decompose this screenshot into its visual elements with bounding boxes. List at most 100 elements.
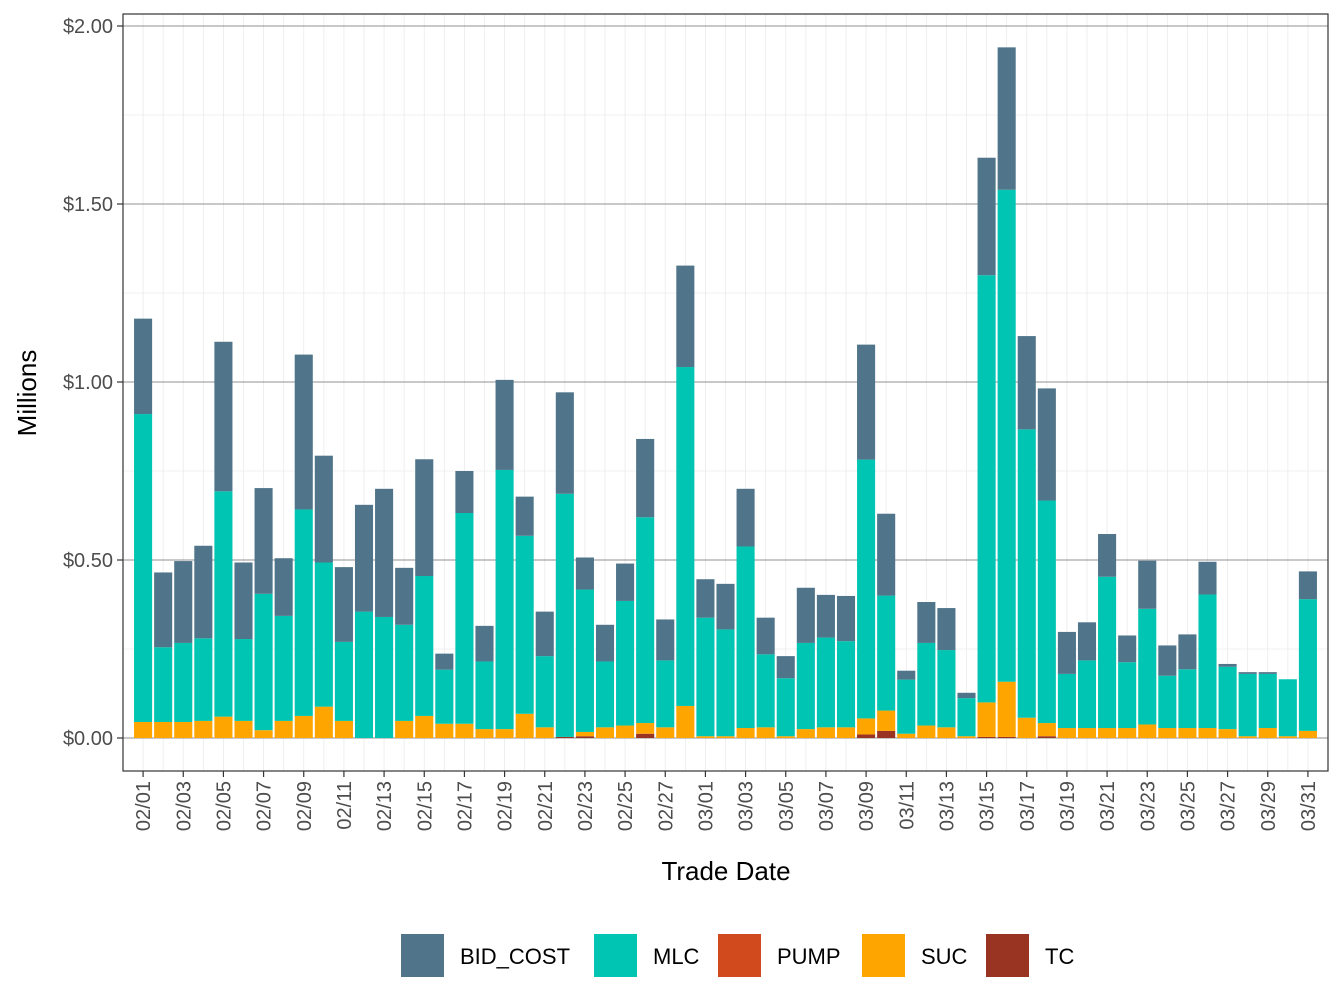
bar-suc-02-20 [515,713,534,738]
bar-suc-03-14 [957,736,976,738]
bar-suc-03-17 [1017,717,1036,738]
bar-suc-03-27 [1218,729,1237,738]
legend-key-mlc [594,934,637,977]
bar-mlc-02-26 [636,517,655,724]
y-tick-label: $1.50 [63,194,113,216]
bar-mlc-03-04 [756,654,775,728]
legend-label-tc: TC [1045,944,1074,969]
bar-mlc-03-01 [696,617,715,737]
y-axis: $0.00 $0.50 $1.00 $1.50 $2.00 [63,16,123,750]
bar-tc-03-16 [997,736,1016,738]
x-tick-label: 03/23 [1137,781,1159,831]
bar-mlc-03-15 [977,275,996,703]
bar-suc-02-01 [134,721,153,738]
bar-mlc-03-28 [1238,673,1257,737]
x-axis-title: Trade Date [661,856,790,886]
x-tick-label: 03/03 [736,781,758,831]
bar-bid-cost-02-03 [174,561,193,643]
bar-suc-03-23 [1138,724,1157,738]
bar-bid-cost-03-16 [997,47,1016,190]
x-tick-label: 03/13 [936,781,958,831]
bar-bid-cost-03-21 [1098,534,1117,577]
bar-bid-cost-02-26 [636,438,655,518]
bar-suc-02-16 [435,723,454,738]
bar-tc-03-10 [877,730,896,738]
bar-mlc-02-28 [676,367,695,706]
bar-bid-cost-03-31 [1298,571,1317,600]
bar-mlc-02-24 [595,661,615,728]
bar-mlc-03-19 [1057,673,1076,729]
bar-suc-03-08 [836,727,856,738]
bar-tc-02-26 [636,733,655,738]
plot-panel-border [122,13,1329,772]
bar-suc-03-31 [1298,730,1317,738]
bar-mlc-03-26 [1198,594,1217,729]
bar-bid-cost-03-19 [1057,631,1076,674]
bar-bid-cost-03-14 [957,692,976,699]
bar-suc-03-07 [816,727,835,738]
bar-suc-02-03 [174,721,193,738]
bar-suc-03-10 [877,710,896,731]
bar-suc-02-17 [455,723,474,738]
bar-tc-02-22 [555,736,574,738]
bar-suc-02-10 [314,706,333,738]
bar-mlc-02-02 [154,647,173,722]
bar-bid-cost-03-22 [1118,635,1137,663]
x-tick-label: 02/09 [294,781,316,831]
x-tick-label: 02/11 [334,781,356,830]
bar-mlc-03-23 [1138,608,1157,725]
legend-label-suc: SUC [921,944,968,969]
x-tick-label: 03/09 [856,781,878,831]
bar-bid-cost-03-05 [776,656,795,679]
bar-bid-cost-03-26 [1198,561,1217,595]
y-tick-label: $2.00 [63,16,113,38]
bar-bid-cost-02-25 [616,563,635,601]
bar-bid-cost-02-17 [455,471,474,514]
y-tick-label: $1.00 [63,372,113,394]
bar-suc-03-15 [977,702,996,737]
bar-mlc-02-11 [334,641,353,721]
bar-suc-03-09 [857,718,876,735]
bar-bid-cost-02-23 [575,557,594,590]
bar-bid-cost-02-11 [334,567,353,642]
bar-bid-cost-02-16 [435,653,454,670]
bar-mlc-03-06 [796,642,815,730]
bar-suc-02-07 [254,730,273,738]
bar-mlc-03-31 [1298,599,1317,731]
bar-mlc-02-16 [435,669,454,724]
bar-mlc-02-14 [395,624,414,721]
bar-mlc-02-21 [535,656,554,728]
bar-bid-cost-02-24 [595,624,615,662]
bar-suc-02-02 [154,721,173,738]
x-tick-label: 03/27 [1218,781,1240,831]
bar-suc-03-20 [1077,728,1097,738]
bar-bid-cost-02-21 [535,611,554,657]
bar-mlc-03-25 [1178,669,1197,729]
bar-mlc-03-27 [1218,666,1237,730]
bar-suc-03-16 [997,681,1016,737]
bar-bid-cost-03-13 [937,608,956,651]
bar-bid-cost-03-06 [796,587,815,643]
bar-bid-cost-03-27 [1218,663,1237,667]
bar-bid-cost-03-15 [977,157,996,276]
bar-mlc-02-18 [475,661,494,730]
bar-suc-02-27 [656,727,675,738]
bar-mlc-03-12 [917,642,936,726]
bar-bid-cost-02-07 [254,488,273,594]
bar-bid-cost-03-29 [1258,672,1277,674]
bar-bid-cost-03-20 [1077,622,1097,661]
bar-mlc-02-05 [214,491,233,717]
bar-mlc-02-06 [234,639,253,721]
x-tick-label: 02/01 [133,781,155,831]
x-tick-label: 02/15 [414,781,436,831]
bar-mlc-03-29 [1258,673,1277,729]
bar-bid-cost-02-13 [375,488,394,617]
bar-suc-02-21 [535,727,554,738]
bar-mlc-02-09 [294,509,313,716]
bar-bid-cost-02-05 [214,341,233,492]
bar-mlc-03-20 [1077,660,1097,729]
bar-suc-02-24 [595,727,615,738]
bar-tc-03-09 [857,734,876,738]
x-tick-label: 02/25 [615,781,637,831]
